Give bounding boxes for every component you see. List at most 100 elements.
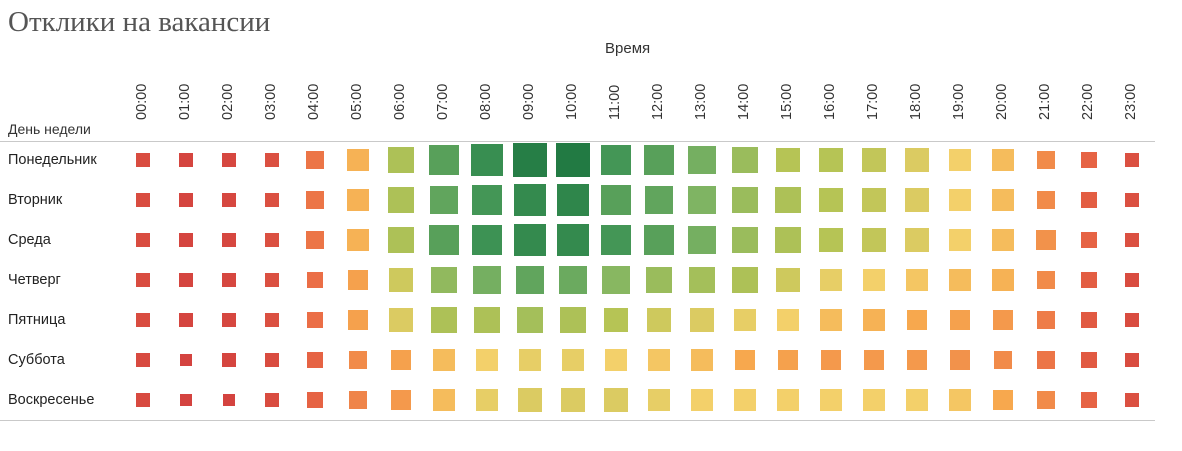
heatmap-cell [905, 148, 929, 172]
heatmap-cell [992, 229, 1014, 251]
heatmap-cell [1080, 231, 1098, 249]
heatmap-cell [1036, 150, 1056, 170]
heatmap-cell [818, 147, 844, 173]
heatmap-cell [862, 268, 886, 292]
heatmap-cell [518, 348, 542, 372]
heatmap-cell [647, 308, 671, 332]
heatmap-cell [690, 308, 714, 332]
heatmap-cell [222, 273, 236, 287]
x-tick-text: 22:00 [1080, 83, 1096, 120]
heatmap-cell [688, 186, 716, 214]
heatmap-cell [775, 227, 801, 253]
heatmap-cell [306, 311, 324, 329]
heatmap-cell [948, 188, 972, 212]
heatmap-cell [819, 388, 843, 412]
y-tick-label: Четверг [8, 272, 61, 288]
heatmap-cell [222, 193, 236, 207]
heatmap-cell [1037, 311, 1055, 329]
heatmap-cell [992, 149, 1014, 171]
heatmap-cell [861, 227, 887, 253]
x-tick-text: 18:00 [908, 83, 924, 120]
heatmap-cell [222, 313, 236, 327]
heatmap-cell [731, 226, 759, 254]
heatmap-cell [1081, 192, 1097, 208]
x-tick-text: 20:00 [994, 83, 1010, 120]
heatmap-cell [863, 309, 885, 331]
heatmap-cell [1124, 392, 1140, 408]
heatmap-cell [430, 266, 458, 294]
heatmap-cell [136, 153, 150, 167]
heatmap-cell [347, 269, 369, 291]
heatmap-cell [431, 307, 457, 333]
x-tick-text: 04:00 [306, 83, 322, 120]
heatmap-cell [690, 388, 714, 412]
heatmap-cell [820, 309, 842, 331]
heatmap-cell [561, 348, 585, 372]
heatmap-cell [818, 227, 844, 253]
y-tick-label: Вторник [8, 192, 63, 208]
heatmap-cell [732, 267, 758, 293]
heatmap-cell [906, 309, 928, 331]
heatmap-cell [689, 267, 715, 293]
heatmap-cell [179, 313, 193, 327]
heatmap-cell [1036, 230, 1056, 250]
heatmap-cell [179, 153, 193, 167]
heatmap-cell [471, 144, 503, 176]
x-tick-text: 03:00 [263, 83, 279, 120]
heatmap-cell [136, 393, 150, 407]
heatmap-cell [264, 152, 280, 168]
heatmap-cell [948, 388, 971, 411]
heatmap-cell [429, 225, 459, 255]
heatmap-cell [1125, 353, 1139, 367]
heatmap-cell [905, 228, 929, 252]
heatmap-cell [348, 390, 368, 410]
x-tick-text: 05:00 [349, 83, 365, 120]
heatmap-cell [471, 184, 503, 216]
x-tick-text: 00:00 [134, 83, 150, 120]
heatmap-cell [1036, 190, 1056, 210]
heatmap-cell [222, 233, 236, 247]
x-tick-text: 07:00 [435, 83, 451, 120]
heatmap-cell [429, 145, 459, 175]
heatmap-cell [731, 146, 759, 174]
heatmap-cell [474, 307, 500, 333]
heatmap-cell [861, 147, 887, 173]
heatmap-cell [347, 229, 369, 251]
heatmap-cell [864, 350, 884, 370]
x-tick-text: 01:00 [177, 83, 193, 120]
heatmap-cell [776, 388, 800, 412]
heatmap-cell [433, 349, 455, 371]
heatmap-cell [1080, 151, 1098, 169]
heatmap-cell [306, 391, 324, 409]
heatmap-cell [561, 388, 585, 412]
heatmap-cell [861, 187, 887, 213]
x-tick-text: 12:00 [650, 83, 666, 120]
x-tick-text: 14:00 [736, 83, 752, 120]
heatmap-cell [948, 148, 972, 172]
heatmap-cell [992, 269, 1014, 291]
x-axis-label: Время [605, 40, 651, 57]
x-tick-text: 10:00 [564, 83, 580, 120]
x-tick-text: 02:00 [220, 83, 236, 120]
heatmap-cell [515, 265, 545, 295]
heatmap-cell [733, 308, 757, 332]
heatmap-cell [1124, 192, 1140, 208]
heatmap-cell [388, 147, 414, 173]
heatmap-cell [389, 268, 413, 292]
header-divider [0, 141, 1155, 142]
heatmap-cell [390, 349, 412, 371]
heatmap-cell [265, 393, 279, 407]
heatmap-cell [433, 389, 455, 411]
heatmap-cell [348, 350, 368, 370]
heatmap-cell [306, 231, 324, 249]
x-tick-text: 06:00 [392, 83, 408, 120]
heatmap-cell [136, 353, 150, 367]
heatmap-cell [347, 189, 369, 211]
heatmap-cell [222, 353, 236, 367]
heatmap-cell [556, 183, 590, 217]
heatmap-cell [644, 185, 674, 215]
x-tick-text: 09:00 [521, 83, 537, 120]
heatmap-cell [471, 224, 503, 256]
heatmap-cell [604, 388, 628, 412]
heatmap-cell [818, 187, 844, 213]
